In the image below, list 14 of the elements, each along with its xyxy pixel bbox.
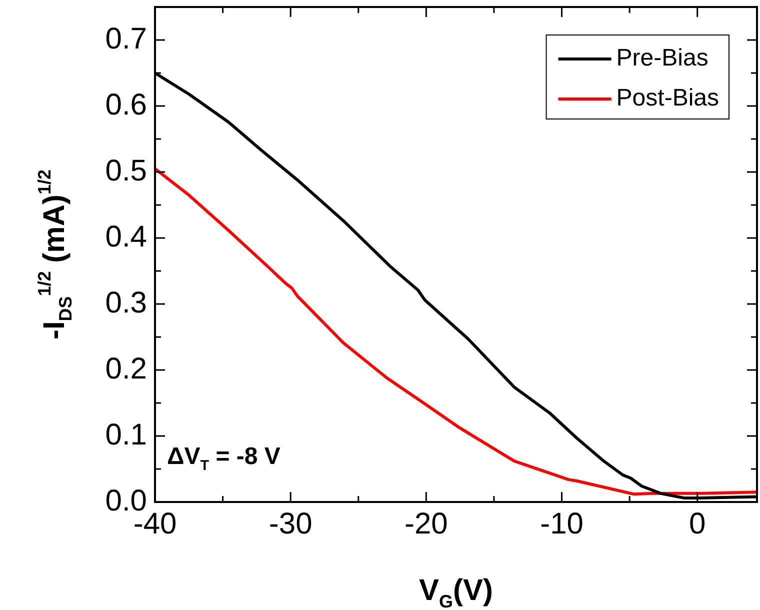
y-tick-label: 0.3	[105, 286, 147, 320]
y-tick-label: 0.6	[105, 88, 147, 122]
x-tick-label: 0	[689, 507, 706, 540]
x-tick-label: -30	[268, 507, 312, 540]
x-tick-label: -20	[404, 507, 448, 540]
y-tick-label: 0.7	[105, 22, 147, 56]
y-tick-label: 0.5	[105, 154, 147, 188]
legend-label: Post-Bias	[616, 84, 719, 112]
y-tick-label: 0.1	[105, 418, 147, 452]
y-axis-title: -IDS1/2 (mA)1/2	[34, 169, 76, 340]
y-tick-label: 0.2	[105, 352, 147, 386]
y-tick-label: 0.4	[105, 220, 147, 254]
legend-label: Pre-Bias	[616, 44, 708, 72]
x-tick-label: -10	[540, 507, 584, 540]
